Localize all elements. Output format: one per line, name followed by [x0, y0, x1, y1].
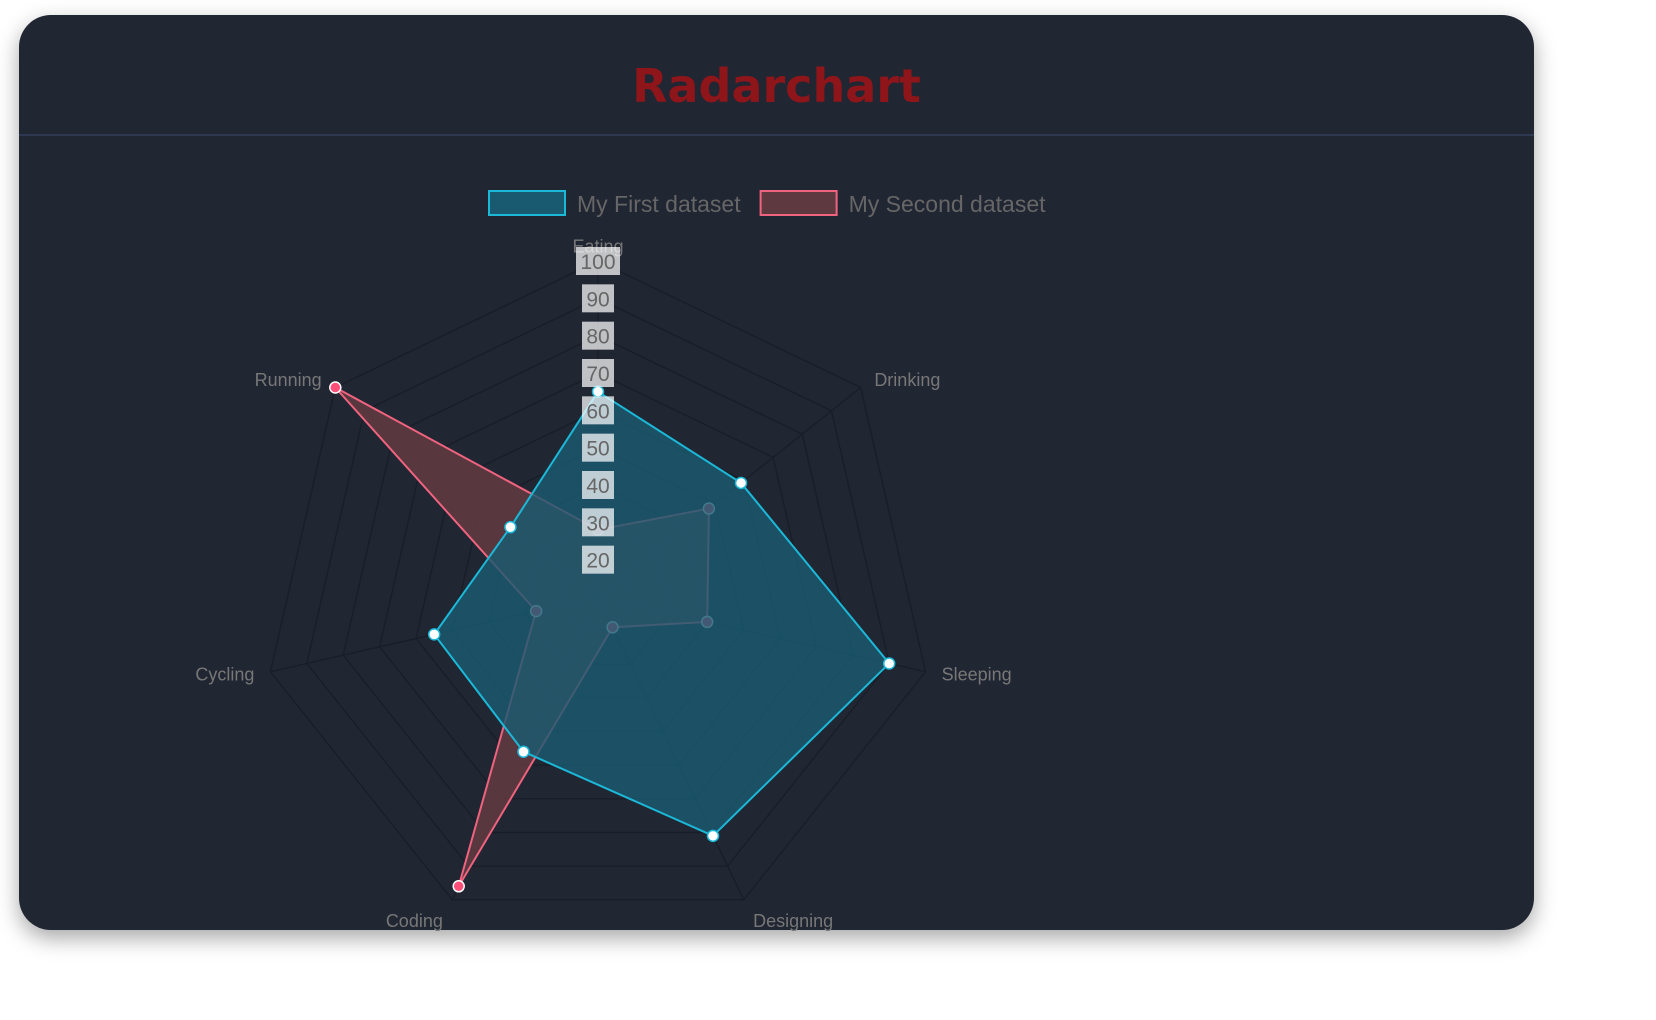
grid-ring — [269, 260, 927, 901]
axis-label-designing: Designing — [753, 911, 833, 931]
data-point — [427, 628, 441, 641]
tick-backdrop — [582, 359, 614, 387]
tick-label: 70 — [586, 363, 609, 386]
tick-label: 40 — [586, 475, 609, 498]
tick-label: 100 — [580, 251, 615, 274]
tick-backdrop — [582, 508, 614, 537]
tick-backdrop — [582, 321, 614, 350]
data-point — [329, 381, 342, 394]
grid-ring — [378, 372, 818, 800]
tick-label: 20 — [586, 550, 609, 573]
dataset-1 — [427, 385, 896, 843]
grid-ring — [342, 334, 854, 834]
data-point — [504, 520, 517, 534]
tick-label: 60 — [586, 400, 609, 423]
axis-label-sleeping: Sleeping — [942, 665, 1012, 685]
data-point — [706, 829, 720, 843]
data-point — [882, 657, 896, 670]
tick-backdrop — [582, 471, 614, 499]
grid-ring — [306, 297, 890, 867]
data-point — [734, 476, 748, 490]
tick-backdrop — [576, 247, 620, 275]
data-point — [517, 745, 530, 758]
page-title: Radarchart — [632, 59, 921, 113]
data-point — [591, 385, 605, 398]
tick-label: 80 — [586, 326, 609, 349]
tick-label: 50 — [586, 438, 609, 461]
tick-backdrop — [582, 545, 614, 574]
tick-label: 90 — [586, 288, 609, 311]
legend-swatch-1 — [488, 190, 566, 216]
tick-backdrop — [582, 396, 614, 425]
tick-backdrop — [582, 433, 614, 462]
legend-label-1[interactable]: My First dataset — [577, 191, 741, 217]
tick-label: 30 — [586, 512, 609, 535]
axis-label-coding: Coding — [386, 911, 443, 931]
axis-label-running: Running — [255, 370, 322, 390]
data-point — [452, 880, 465, 893]
dataset-area — [432, 390, 891, 838]
header-divider — [19, 134, 1534, 136]
axis-label-drinking: Drinking — [874, 370, 940, 390]
tick-backdrop — [582, 284, 614, 313]
legend-label-2[interactable]: My Second dataset — [849, 191, 1047, 217]
legend-swatch-2 — [759, 190, 838, 216]
axis-label-cycling: Cycling — [195, 665, 254, 685]
